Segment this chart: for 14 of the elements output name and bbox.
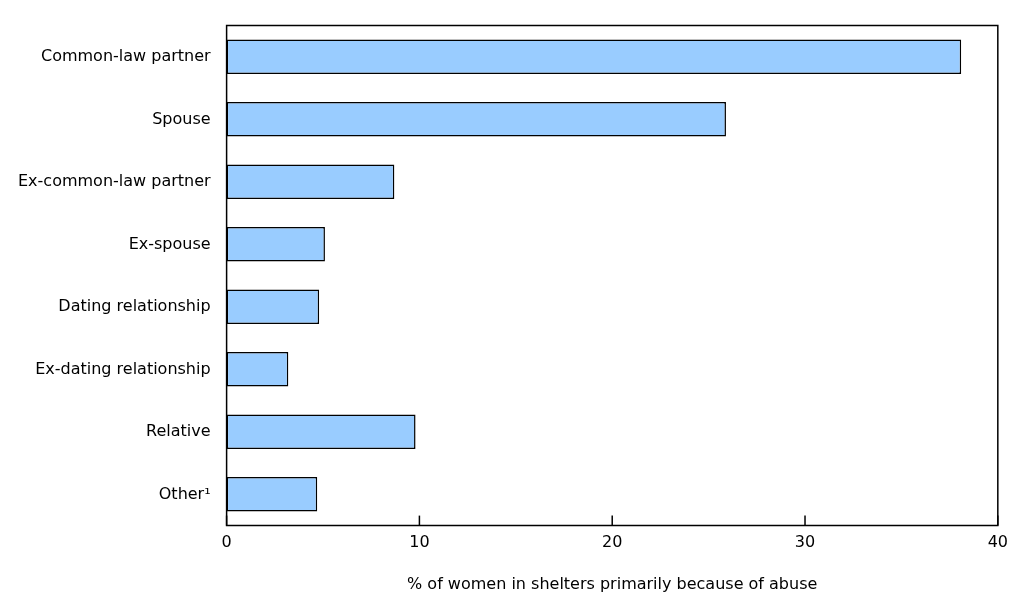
y-tick-label: Ex-common-law partner <box>18 171 212 191</box>
y-tick-label: Ex-spouse <box>128 233 211 253</box>
y-tick-label: Ex-dating relationship <box>35 358 211 378</box>
x-tick-label: 0 <box>221 532 232 552</box>
y-tick-label: Common-law partner <box>40 46 212 66</box>
x-tick-label: 10 <box>409 532 430 552</box>
x-axis-title: % of women in shelters primarily because of abuse <box>407 573 818 593</box>
x-tick-label: 20 <box>602 532 623 552</box>
y-tick-label: Spouse <box>152 108 211 128</box>
x-tick-label: 40 <box>987 532 1008 552</box>
x-tick-label: 30 <box>794 532 816 552</box>
y-tick-label: Other¹ <box>158 483 211 503</box>
y-tick-label: Relative <box>146 421 211 441</box>
y-tick-label: Dating relationship <box>58 296 211 316</box>
